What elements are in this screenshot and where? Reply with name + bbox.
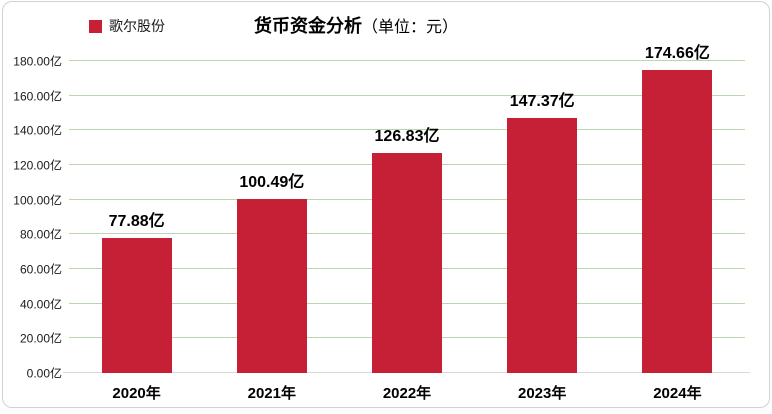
legend-label: 歌尔股份 <box>109 18 165 34</box>
gridline <box>69 60 745 61</box>
chart-frame: 歌尔股份 货币资金分析（单位：元） 0.00亿 20.00亿 40.00亿 60.00… <box>2 1 770 408</box>
bar-2020年 <box>101 238 172 373</box>
chart-title-unit: （单位：元） <box>362 19 459 36</box>
x-axis-label: 2020年 <box>112 385 161 402</box>
y-tick-label: 60.00亿 <box>19 262 62 277</box>
y-tick-label: 20.00亿 <box>19 331 62 346</box>
x-axis-label: 2023年 <box>518 385 567 402</box>
bar-value-label: 174.66亿 <box>644 45 710 63</box>
x-axis-label: 2024年 <box>653 385 702 402</box>
y-tick-label: 180.00亿 <box>13 54 62 69</box>
y-tick-label: 120.00亿 <box>13 158 62 173</box>
legend-swatch <box>89 19 102 33</box>
chart-title-text: 货币资金分析 <box>254 16 362 36</box>
x-axis-label: 2021年 <box>247 385 296 402</box>
bar-2023年 <box>507 117 578 373</box>
y-tick-label: 160.00亿 <box>13 89 62 104</box>
y-tick-label: 100.00亿 <box>13 193 62 208</box>
plot-area: 0.00亿 20.00亿 40.00亿 60.00亿 80.00亿 100.00亿 120.… <box>13 45 750 402</box>
bar-value-label: 147.37亿 <box>509 92 575 110</box>
legend: 歌尔股份 <box>89 16 165 36</box>
y-tick-label: 40.00亿 <box>19 297 62 312</box>
bar-2021年 <box>236 198 307 373</box>
bar-2022年 <box>372 153 442 373</box>
y-tick-label: 0.00亿 <box>26 366 62 381</box>
gridline <box>69 129 745 131</box>
chart-title: 货币资金分析（单位：元） <box>254 12 458 38</box>
x-axis-label: 2022年 <box>382 385 432 402</box>
y-tick-label: 80.00亿 <box>19 227 62 242</box>
bar-value-label: 126.83亿 <box>374 128 440 146</box>
bar-value-label: 100.49亿 <box>239 173 305 191</box>
bar-value-label: 77.88亿 <box>108 213 165 231</box>
bar-2024年 <box>642 70 713 373</box>
y-tick-label: 140.00亿 <box>13 123 62 138</box>
gridline <box>69 94 745 96</box>
